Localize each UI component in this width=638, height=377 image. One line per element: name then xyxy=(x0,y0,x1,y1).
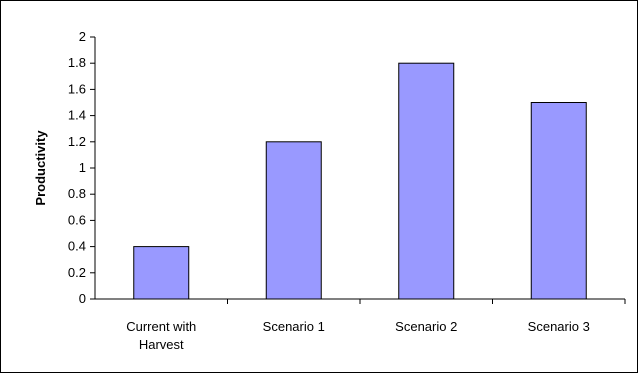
y-tick-label: 0.8 xyxy=(68,186,86,201)
plot-area: 0 0.2 0.4 0.6 0.8 1 1.2 1.4 1.6 1.8 2 Current with H… xyxy=(68,29,626,352)
x-tick-label: Scenario 1 xyxy=(263,319,325,334)
bar xyxy=(398,62,455,300)
y-tick-label: 1.8 xyxy=(68,55,86,70)
y-tick-label: 1.6 xyxy=(68,81,86,96)
bar xyxy=(133,246,190,300)
y-tick-label: 2 xyxy=(79,29,86,44)
y-tick-label: 0.6 xyxy=(68,212,86,227)
y-tick-label: 0.4 xyxy=(68,239,86,254)
y-tick-label: 0 xyxy=(79,291,86,306)
bar xyxy=(265,141,322,300)
x-tick-label: Scenario 2 xyxy=(395,319,457,334)
y-tick-label: 1 xyxy=(79,160,86,175)
y-tick-label: 1.4 xyxy=(68,108,86,123)
bar xyxy=(530,102,587,300)
x-tick-label: Current with Harvest xyxy=(126,319,196,352)
x-tick-label: Scenario 3 xyxy=(528,319,590,334)
y-tick-label: 1.2 xyxy=(68,134,86,149)
y-axis-label: Productivity xyxy=(33,130,48,206)
y-tick-label: 0.2 xyxy=(68,265,86,280)
